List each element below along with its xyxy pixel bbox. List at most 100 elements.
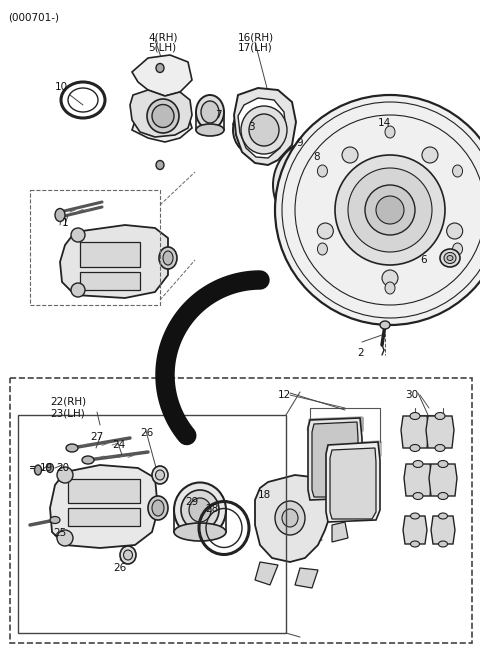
Circle shape	[71, 228, 85, 242]
Ellipse shape	[410, 445, 420, 451]
Ellipse shape	[410, 513, 420, 519]
Ellipse shape	[240, 111, 276, 149]
Text: 24: 24	[112, 440, 125, 450]
Text: 3: 3	[248, 122, 254, 132]
Circle shape	[322, 155, 330, 163]
Ellipse shape	[413, 493, 423, 500]
Polygon shape	[255, 562, 278, 585]
Ellipse shape	[181, 490, 219, 530]
Circle shape	[293, 165, 301, 173]
Text: 26: 26	[113, 563, 126, 573]
Ellipse shape	[444, 252, 456, 263]
Text: 26: 26	[140, 428, 153, 438]
Text: 20: 20	[56, 463, 69, 473]
Polygon shape	[332, 495, 345, 512]
Text: (000701-): (000701-)	[8, 12, 59, 22]
Ellipse shape	[233, 104, 283, 156]
Polygon shape	[132, 55, 192, 96]
Text: 23(LH): 23(LH)	[50, 408, 85, 418]
Ellipse shape	[249, 114, 279, 146]
Text: 2: 2	[357, 348, 364, 358]
Polygon shape	[426, 416, 454, 448]
Polygon shape	[403, 516, 427, 544]
Circle shape	[376, 196, 404, 224]
Ellipse shape	[297, 163, 339, 207]
Bar	[68, 508, 140, 526]
Circle shape	[57, 467, 73, 483]
Text: 25: 25	[53, 528, 66, 538]
Text: 30: 30	[405, 390, 418, 400]
Circle shape	[57, 530, 73, 546]
Polygon shape	[401, 416, 429, 448]
Polygon shape	[255, 475, 332, 562]
Ellipse shape	[82, 456, 94, 464]
Ellipse shape	[152, 500, 164, 516]
Polygon shape	[312, 422, 358, 497]
Circle shape	[317, 223, 333, 239]
Ellipse shape	[453, 243, 463, 255]
Ellipse shape	[283, 149, 353, 221]
Ellipse shape	[147, 99, 179, 133]
Ellipse shape	[120, 546, 136, 564]
Polygon shape	[295, 568, 318, 588]
Bar	[80, 242, 140, 267]
Polygon shape	[404, 464, 432, 496]
Text: 18: 18	[258, 490, 271, 500]
Ellipse shape	[35, 465, 41, 475]
Ellipse shape	[47, 464, 53, 472]
Ellipse shape	[385, 282, 395, 294]
Polygon shape	[332, 522, 348, 542]
Text: 9: 9	[296, 138, 302, 148]
Circle shape	[335, 155, 445, 265]
Ellipse shape	[453, 165, 463, 177]
Ellipse shape	[435, 445, 445, 451]
Circle shape	[342, 147, 358, 163]
Text: 16(RH): 16(RH)	[238, 32, 274, 42]
Polygon shape	[431, 516, 455, 544]
Ellipse shape	[439, 541, 447, 547]
Ellipse shape	[156, 470, 165, 480]
Ellipse shape	[123, 550, 132, 560]
Ellipse shape	[152, 105, 174, 128]
Ellipse shape	[410, 413, 420, 419]
Text: 14: 14	[378, 118, 391, 128]
Text: 1: 1	[62, 218, 69, 228]
Ellipse shape	[438, 493, 448, 500]
Circle shape	[447, 223, 463, 239]
Ellipse shape	[50, 517, 60, 523]
Ellipse shape	[380, 321, 390, 329]
Text: 10: 10	[55, 82, 68, 92]
Circle shape	[71, 283, 85, 297]
Ellipse shape	[275, 501, 305, 535]
Text: 29: 29	[185, 497, 198, 507]
Circle shape	[348, 168, 432, 252]
Text: 6: 6	[420, 255, 427, 265]
Text: 19: 19	[40, 463, 53, 473]
Ellipse shape	[174, 483, 226, 538]
Text: 5(LH): 5(LH)	[148, 43, 176, 53]
Ellipse shape	[66, 444, 78, 452]
Ellipse shape	[317, 165, 327, 177]
Ellipse shape	[196, 124, 224, 136]
Text: 8: 8	[313, 152, 320, 162]
Circle shape	[382, 270, 398, 286]
Ellipse shape	[156, 160, 164, 170]
Ellipse shape	[385, 126, 395, 138]
Polygon shape	[326, 442, 380, 522]
Ellipse shape	[189, 498, 211, 522]
Ellipse shape	[439, 513, 447, 519]
Polygon shape	[238, 98, 286, 158]
Polygon shape	[50, 465, 158, 548]
Text: 28: 28	[205, 504, 218, 514]
Ellipse shape	[174, 523, 226, 541]
Ellipse shape	[148, 496, 168, 520]
Polygon shape	[132, 106, 192, 142]
Bar	[68, 479, 140, 503]
Ellipse shape	[196, 95, 224, 129]
Text: 7: 7	[215, 110, 222, 120]
Bar	[80, 272, 140, 290]
Polygon shape	[234, 88, 296, 165]
Ellipse shape	[55, 208, 65, 221]
Polygon shape	[330, 448, 376, 519]
Circle shape	[340, 181, 348, 189]
